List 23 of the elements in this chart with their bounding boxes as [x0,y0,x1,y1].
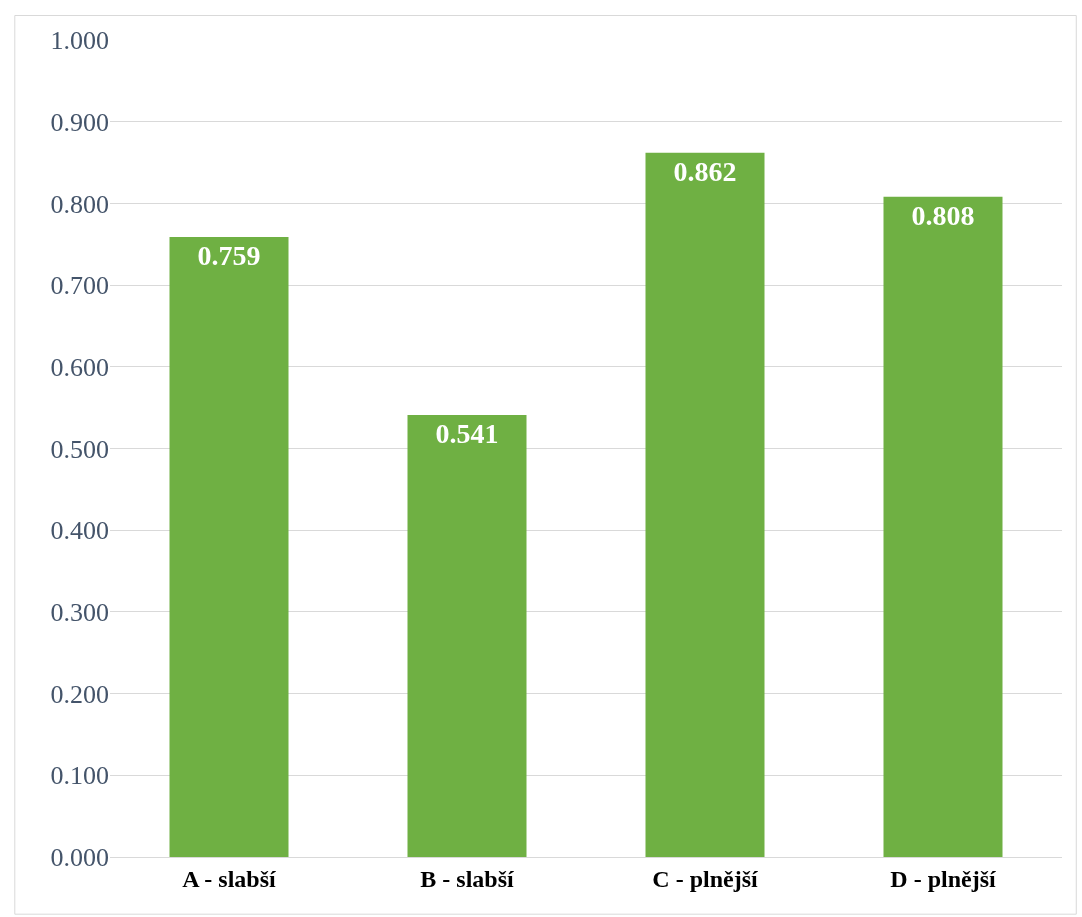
bar [883,196,1003,857]
data-label: 0.541 [435,418,499,449]
y-tick-label: 0.500 [50,434,109,464]
y-tick-label: 0.000 [50,843,109,873]
y-tick-label: 0.700 [50,271,109,301]
y-tick-label: 0.200 [50,679,109,709]
y-tick-label: 0.400 [50,516,109,546]
data-label: 0.759 [197,239,261,271]
bar [407,415,527,857]
data-label: 0.862 [673,155,737,187]
y-tick-label: 1.000 [50,26,109,56]
x-tick-label: A - slabší [182,865,277,892]
x-tick-label: B - slabší [420,865,515,892]
x-tick-label: C - plnější [652,865,758,892]
y-tick-label: 0.900 [50,107,109,137]
bar [169,236,289,857]
y-tick-label: 0.300 [50,598,109,627]
data-label: 0.808 [911,199,975,231]
x-tick-label: D - plnější [890,865,996,892]
y-tick-label: 0.600 [50,352,109,382]
y-tick-label: 0.800 [50,189,109,219]
y-tick-label: 0.100 [50,761,109,791]
bar [645,152,765,857]
